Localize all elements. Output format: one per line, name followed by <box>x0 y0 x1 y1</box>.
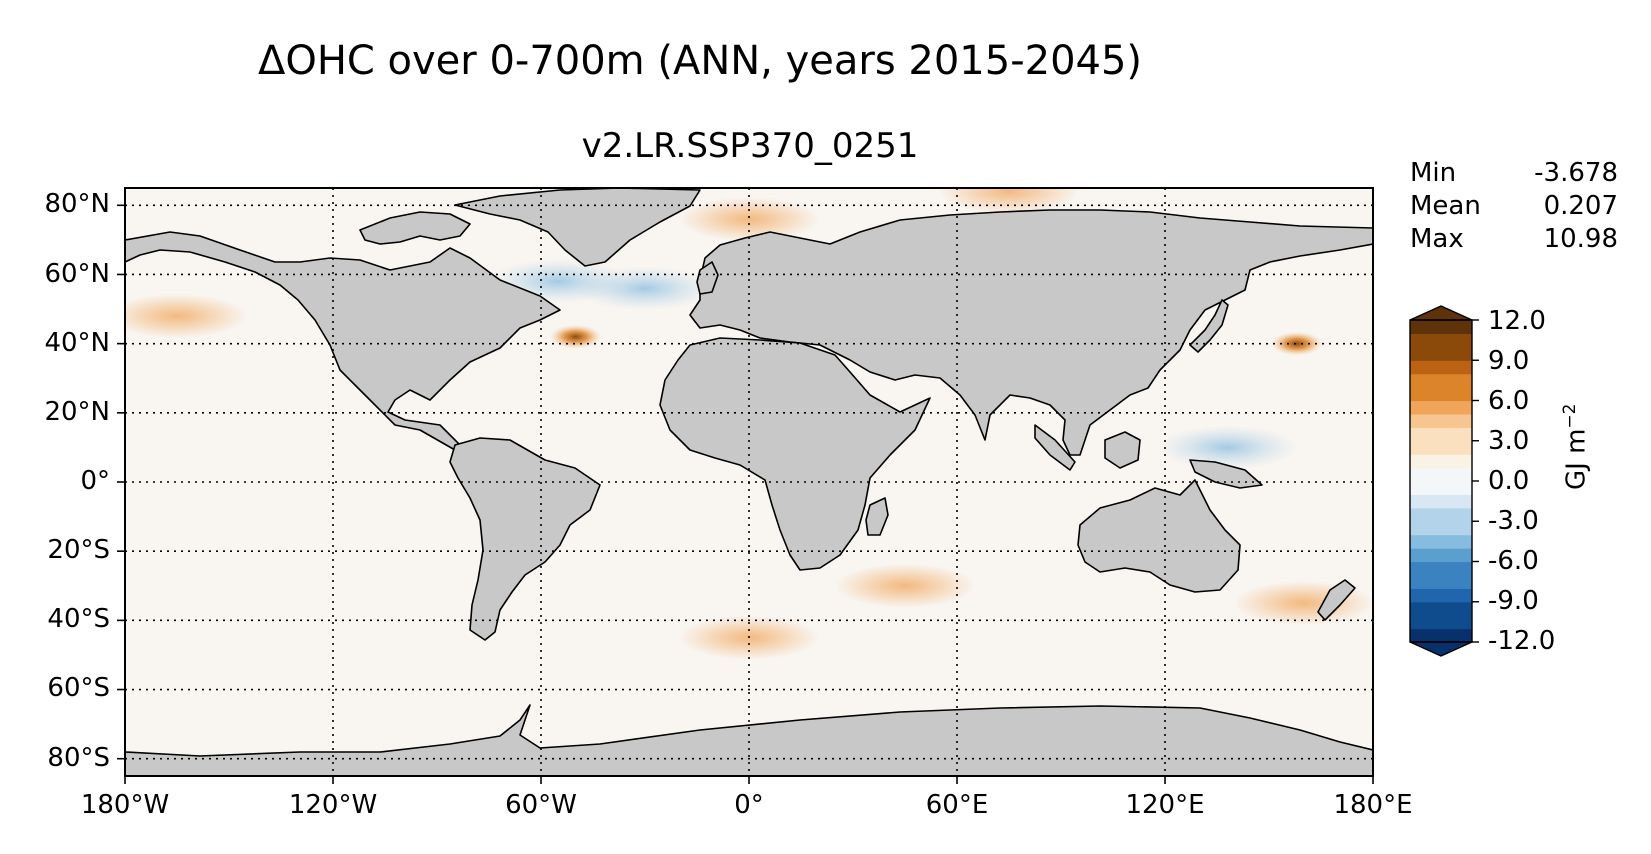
anomaly-patch <box>1270 331 1323 356</box>
anomaly-patch <box>1157 425 1298 470</box>
lon-tick-label: 60°W <box>505 790 577 820</box>
land-masses <box>125 188 1373 776</box>
great-britain <box>696 261 719 295</box>
panel-title: v2.LR.SSP370_0251 <box>581 126 919 166</box>
colorbar-band <box>1410 481 1472 496</box>
lat-tick-label: 60°N <box>44 259 110 289</box>
canadian-archipelago <box>359 211 471 245</box>
figure-title: ΔOHC over 0-700m (ANN, years 2015-2045) <box>257 38 1143 84</box>
colorbar-tick-label: -3.0 <box>1488 506 1539 536</box>
greenland <box>454 188 701 267</box>
colorbar-label-text: GJ m <box>1561 428 1592 490</box>
colorbar-band <box>1410 454 1472 469</box>
colorbar-band <box>1410 427 1472 442</box>
lat-tick-label: 20°S <box>47 535 110 565</box>
south-america <box>449 437 601 641</box>
stat-mean-value: 0.207 <box>1543 191 1618 221</box>
lat-tick-label: 40°S <box>47 604 110 634</box>
colorbar-band <box>1410 400 1472 415</box>
lat-tick-label: 20°N <box>44 397 110 427</box>
colorbar-tick-label: 3.0 <box>1488 426 1530 456</box>
madagascar <box>865 497 889 536</box>
colorbar-band <box>1410 360 1472 375</box>
colorbar-band <box>1410 615 1472 630</box>
colorbar-band <box>1410 561 1472 576</box>
axis-ticks <box>117 204 1374 784</box>
africa <box>659 337 931 571</box>
colorbar-band <box>1410 387 1472 402</box>
lat-tick-label: 60°S <box>47 673 110 703</box>
anomaly-patch <box>835 563 975 608</box>
lat-tick-label: 80°N <box>44 189 110 219</box>
new-zealand <box>1317 579 1356 621</box>
colorbar-band <box>1410 628 1472 643</box>
colorbar-band <box>1410 440 1472 455</box>
colorbar-extend-min <box>1409 641 1473 657</box>
colorbar-band <box>1410 521 1472 536</box>
colorbar-tick-label: -9.0 <box>1488 586 1539 616</box>
colorbar-band <box>1410 467 1472 482</box>
lon-tick-label: 180°E <box>1333 790 1413 820</box>
lon-tick-label: 60°E <box>925 790 989 820</box>
new-guinea <box>1189 459 1263 489</box>
colorbar-tick-label: 0.0 <box>1488 466 1530 496</box>
colorbar-band <box>1410 494 1472 509</box>
anomaly-patch <box>679 197 819 242</box>
colorbar-band <box>1410 413 1472 428</box>
lat-tick-label: 80°S <box>47 743 110 773</box>
lat-tick-label: 40°N <box>44 328 110 358</box>
borneo <box>1104 431 1141 469</box>
gridlines <box>125 188 1373 776</box>
eurasia <box>689 209 1373 456</box>
stat-min-label: Min <box>1410 158 1457 188</box>
lon-tick-label: 120°E <box>1125 790 1205 820</box>
colorbar-label-exponent: −2 <box>1560 403 1580 429</box>
anomaly-patch <box>939 188 1079 214</box>
colorbar-band <box>1410 574 1472 589</box>
colorbar-tick-label: -6.0 <box>1488 546 1539 576</box>
colorbar-band <box>1410 507 1472 522</box>
colorbar-extend-max <box>1409 305 1473 321</box>
colorbar-label: GJ m−2 <box>1560 404 1592 490</box>
colorbar <box>1409 305 1479 657</box>
colorbar-band <box>1410 588 1472 603</box>
australia <box>1077 479 1241 593</box>
japan <box>1189 299 1229 353</box>
antarctica <box>125 704 1373 776</box>
colorbar-tick-label: 12.0 <box>1488 306 1546 336</box>
colorbar-tick-label: -12.0 <box>1488 626 1556 656</box>
colorbar-band <box>1410 601 1472 616</box>
lon-tick-label: 120°W <box>288 790 378 820</box>
colorbar-band <box>1410 534 1472 549</box>
stat-mean-label: Mean <box>1410 191 1481 221</box>
colorbar-band <box>1410 548 1472 563</box>
colorbar-band <box>1410 333 1472 348</box>
sumatra <box>1034 424 1076 471</box>
colorbar-band <box>1410 320 1472 335</box>
stat-max-label: Max <box>1410 224 1464 254</box>
lon-tick-label: 0° <box>734 790 764 820</box>
anomaly-patch <box>125 293 247 338</box>
stat-max-value: 10.98 <box>1543 224 1618 254</box>
stat-min-value: -3.678 <box>1534 158 1618 188</box>
lon-tick-label: 180°W <box>80 790 170 820</box>
lat-tick-label: 0° <box>80 466 110 496</box>
colorbar-band <box>1410 373 1472 388</box>
colorbar-tick-label: 9.0 <box>1488 346 1530 376</box>
colorbar-band <box>1410 346 1472 361</box>
anomaly-patch <box>549 324 602 349</box>
colorbar-tick-label: 6.0 <box>1488 386 1530 416</box>
